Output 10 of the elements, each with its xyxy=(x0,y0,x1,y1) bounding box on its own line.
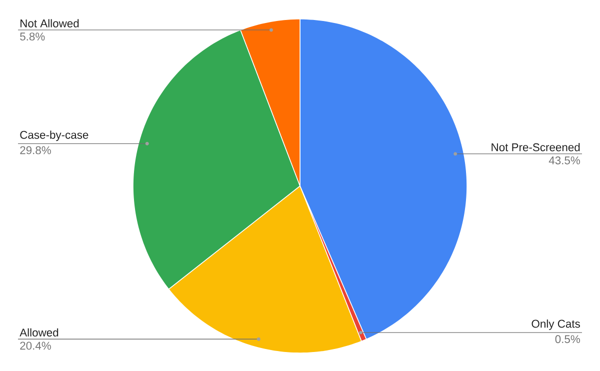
data-label: 29.8% xyxy=(20,146,51,154)
slice-label: Only Cats xyxy=(532,320,580,330)
slice-label: Case-by-case xyxy=(20,130,88,142)
slice-label: Not Pre-Screened xyxy=(492,142,580,152)
slice-label: Not Allowed xyxy=(20,19,79,28)
data-label: 43.5% xyxy=(548,156,580,164)
data-label: 20.4% xyxy=(20,342,51,350)
data-label: 0.5% xyxy=(555,335,580,344)
slice-label: Allowed xyxy=(20,328,58,337)
data-label: 5.8% xyxy=(20,32,45,40)
